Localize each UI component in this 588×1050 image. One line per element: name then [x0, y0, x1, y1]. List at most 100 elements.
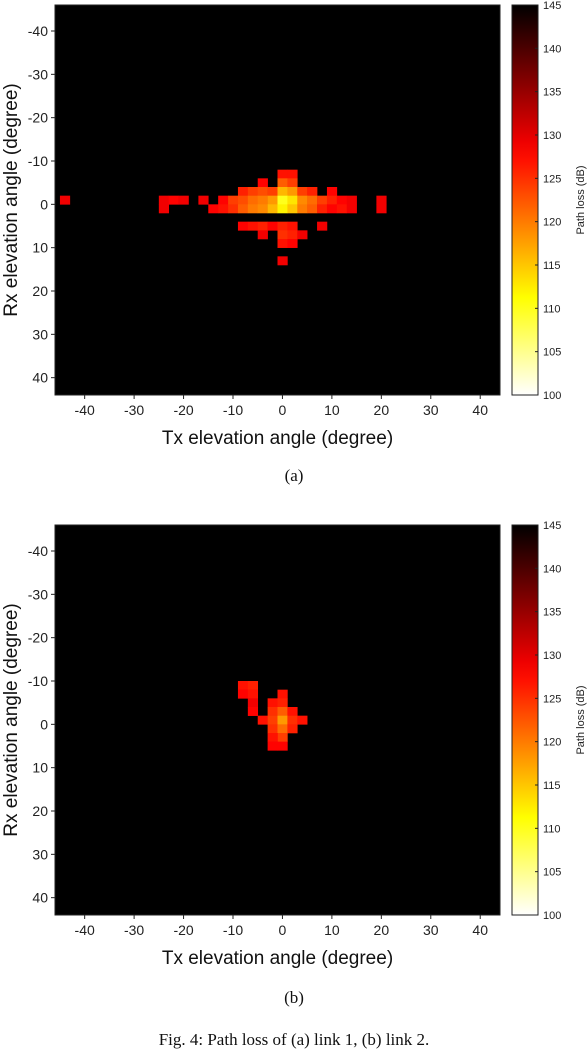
heatmap-cell	[277, 256, 288, 266]
heatmap-cell	[257, 204, 268, 214]
heatmap-cell	[326, 187, 338, 196]
heatmap-cell	[228, 195, 239, 205]
colorbar-tick-label: 120	[543, 217, 561, 229]
heatmap-cell	[297, 230, 308, 240]
heatmap-cell	[307, 195, 318, 205]
heatmap-cell	[297, 195, 308, 205]
figure-caption: Fig. 4: Path loss of (a) link 1, (b) lin…	[158, 1030, 430, 1049]
y-tick-label: -10	[28, 153, 48, 169]
y-tick-label: 10	[32, 240, 48, 256]
heatmap-cell	[277, 195, 288, 205]
x-tick-label: -40	[75, 402, 95, 418]
heatmap-cell	[267, 724, 278, 734]
heatmap-cell	[267, 733, 278, 742]
heatmap-cell	[277, 733, 288, 742]
colorbar-tick-label: 135	[543, 607, 561, 619]
x-tick-label: -30	[124, 402, 144, 418]
heatmap-cell	[277, 187, 288, 196]
colorbar-tick-label: 110	[543, 303, 561, 315]
x-tick-label: 10	[324, 402, 340, 418]
heatmap-cell	[247, 681, 259, 690]
heatmap-cell	[257, 178, 268, 188]
heatmap-cell	[307, 204, 318, 214]
heatmap-cell	[287, 187, 298, 196]
heatmap-cell	[267, 221, 278, 231]
heatmap-cell	[297, 715, 308, 725]
heatmap-cell	[267, 195, 278, 205]
heatmap-cell	[267, 204, 278, 214]
heatmap-cell	[297, 204, 308, 214]
x-tick-label: 40	[472, 402, 488, 418]
heatmap-cell	[287, 221, 298, 231]
colorbar-tick-label: 140	[543, 43, 561, 55]
colorbar-tick-label: 115	[543, 260, 561, 272]
heatmap-cell	[277, 715, 288, 725]
x-tick-label: 10	[324, 922, 340, 938]
y-tick-label: 0	[40, 196, 48, 212]
heatmap-cell	[287, 239, 298, 248]
heatmap-cell	[287, 169, 298, 179]
heatmap-cell	[247, 195, 259, 205]
colorbar-title: Path loss (dB)	[575, 685, 587, 754]
colorbar-tick-label: 130	[543, 650, 561, 662]
colorbar-tick-label: 125	[543, 693, 561, 705]
colorbar-tick-label: 130	[543, 130, 561, 142]
heatmap-cell	[376, 204, 387, 214]
colorbar-tick-label: 145	[543, 0, 561, 12]
figure-b: -40 -30 -20 -10 0 10 20 30 40 -40 -30 -20 -10 0 10 20 30…	[0, 520, 588, 1020]
x-tick-label: 20	[374, 402, 390, 418]
heatmap-cell	[287, 178, 298, 188]
heatmap-cell	[247, 187, 259, 196]
colorbar-tick-label: 135	[543, 87, 561, 99]
heatmap-cell	[277, 221, 288, 231]
heatmap-cell	[297, 187, 308, 196]
x-tick-label: 0	[279, 922, 287, 938]
y-tick-label: 30	[32, 326, 48, 342]
heatmap-cell	[158, 204, 170, 214]
x-tick-label: -20	[173, 922, 193, 938]
colorbar-tick-label: 110	[543, 823, 561, 835]
colorbar-tick-label: 145	[543, 520, 561, 532]
colorbar-tick-label: 105	[543, 867, 561, 879]
heatmap-cell	[247, 689, 259, 699]
x-tick-label: 40	[472, 922, 488, 938]
y-tick-label: 20	[32, 283, 48, 299]
x-axis-title: Tx elevation angle (degree)	[162, 948, 393, 969]
y-tick-label: 30	[32, 846, 48, 862]
y-tick-label: 20	[32, 803, 48, 819]
heatmap-cell	[237, 681, 249, 690]
x-tick-label: -30	[124, 922, 144, 938]
heatmap-cell	[346, 204, 357, 214]
heatmap-cell	[287, 707, 298, 716]
y-axis-title: Rx elevation angle (degree)	[1, 603, 22, 836]
heatmap-cell	[237, 689, 249, 699]
heatmap-cell	[287, 230, 298, 240]
x-tick-label: -20	[173, 402, 193, 418]
heatmap-cell	[287, 715, 298, 725]
colorbar-tick-label: 115	[543, 780, 561, 792]
heatmap-cell	[237, 221, 249, 231]
y-tick-label: -30	[28, 586, 48, 602]
heatmap-cell	[277, 741, 288, 751]
colorbar-tick-label: 120	[543, 737, 561, 749]
y-axis-title: Rx elevation angle (degree)	[1, 83, 22, 316]
heatmap-cell	[376, 195, 387, 205]
x-tick-label: -40	[75, 922, 95, 938]
heatmap-b: -40 -30 -20 -10 0 10 20 30 40 -40 -30 -20 -10 0 10 20 30…	[1, 520, 587, 969]
heatmap-cell	[168, 195, 179, 205]
figure-a: -40 -30 -20 -10 0 10 20 30 40 -40 -30 -20 -10 0 10 20 30…	[0, 0, 588, 500]
heatmap-cell	[237, 204, 249, 214]
y-tick-label: 0	[40, 716, 48, 732]
heatmap-cell	[277, 204, 288, 214]
colorbar-title: Path loss (dB)	[575, 165, 587, 234]
heatmap-cell	[326, 195, 338, 205]
heatmap-cell	[317, 204, 328, 214]
colorbar-tick-label: 100	[543, 910, 561, 922]
heatmap-cell	[287, 195, 298, 205]
x-tick-label: 20	[374, 922, 390, 938]
heatmap-cell	[237, 195, 249, 205]
heatmap-cell	[247, 221, 259, 231]
colorbar	[511, 524, 539, 916]
y-tick-label: 10	[32, 760, 48, 776]
y-tick-label: 40	[32, 370, 48, 386]
